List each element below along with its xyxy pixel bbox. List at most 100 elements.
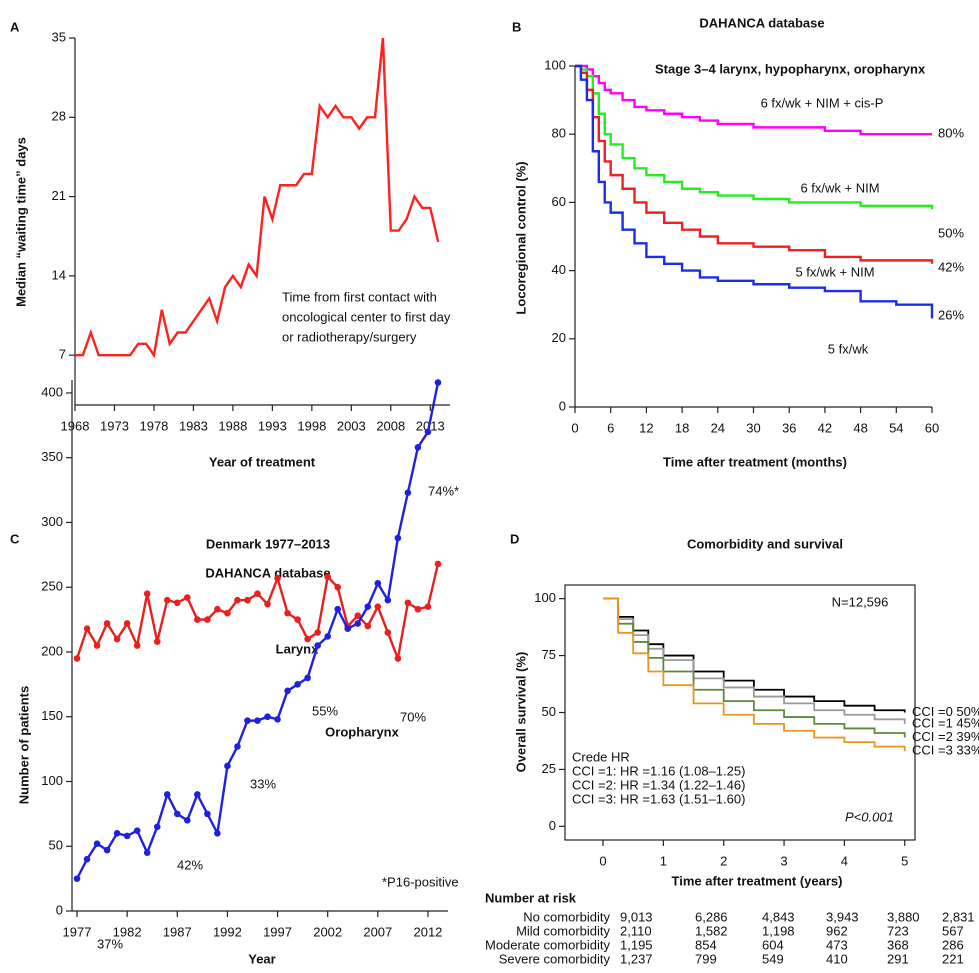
x-tick-label: 0 [571,420,578,435]
x-tick-label: 1998 [297,418,326,433]
x-axis-label: Year of treatment [209,454,316,469]
point [113,635,121,643]
chart-title: Denmark 1977–2013 [206,536,330,551]
series-label: Oropharynx [325,724,399,739]
y-tick-label: 25 [542,761,556,776]
point [133,642,141,649]
point [173,810,181,818]
point [123,832,131,840]
point [354,612,362,620]
point [83,855,91,863]
point [404,599,412,607]
point [194,616,201,623]
x-tick-label: 24 [711,420,725,435]
point [334,583,342,591]
series-line [575,64,932,136]
y-axis-label: Median “waiting time” days [13,137,28,307]
annotation: Time from first contact with [282,289,437,304]
x-tick-label: 1973 [100,418,129,433]
annotation: 74%* [428,483,459,498]
x-tick-label: 1993 [258,418,287,433]
x-tick-label: 12 [639,420,653,435]
risk-cell: 286 [942,937,964,952]
annotation: 42% [177,857,203,872]
y-tick-label: 40 [552,262,566,277]
point [143,849,151,857]
series-label: CCI =0 50% [912,704,979,719]
x-tick-label: 1982 [113,924,142,939]
risk-cell: 1,582 [695,923,728,938]
point [294,616,301,623]
point [434,379,442,386]
risk-cell: 410 [826,951,848,966]
series-line [75,37,440,359]
point [334,605,342,613]
hr-line: CCI =2: HR =1.34 (1.22–1.46) [572,777,745,792]
series-label: Larynx [276,641,319,656]
hr-title: Crede HR [572,749,630,764]
point [93,642,101,649]
y-tick-label: 50 [49,838,63,853]
hr-line: CCI =1: HR =1.16 (1.08–1.25) [572,763,745,778]
risk-cell: 1,237 [620,951,653,966]
chart-title: DAHANCA database [699,15,824,30]
point [133,827,141,835]
risk-cell: 1,198 [762,923,795,938]
y-tick-label: 100 [41,773,63,788]
x-tick-label: 2008 [376,418,405,433]
series-label: CCI =1 45% [912,715,979,730]
point [184,594,191,601]
risk-cell: 567 [942,923,964,938]
point [414,605,422,613]
point [153,638,161,645]
risk-cell: 4,843 [762,909,795,924]
risk-row-label: No comorbidity [523,909,610,924]
point [73,655,81,662]
point [314,629,321,636]
x-tick-label: 2003 [337,418,366,433]
point [324,633,331,640]
point [394,534,402,542]
point [304,635,311,643]
point [204,616,211,623]
x-tick-label: 1988 [218,418,247,433]
risk-cell: 368 [887,937,909,952]
x-tick-label: 3 [780,853,787,868]
x-axis-label: Time after treatment (months) [663,454,847,469]
x-tick-label: 2 [720,853,727,868]
point [83,625,91,632]
x-tick-label: 2002 [313,924,342,939]
hr-line: CCI =3: HR =1.63 (1.51–1.60) [572,791,745,806]
x-tick-label: 42 [818,420,832,435]
y-tick-label: 150 [41,708,63,723]
risk-cell: 2,831 [942,909,975,924]
point [244,596,251,604]
y-tick-label: 350 [41,449,63,464]
x-tick-label: 4 [841,853,848,868]
series-label: 5 fx/wk [828,341,869,356]
y-tick-label: 250 [41,579,63,594]
point [374,603,382,610]
point [394,655,402,662]
point [284,609,291,617]
point [414,444,422,451]
risk-cell: 1,195 [620,937,653,952]
point [294,681,301,688]
point [264,600,271,608]
n-label: N=12,596 [832,594,889,609]
point [364,622,372,630]
point [424,603,432,610]
annotation: oncological center to first day [282,309,451,324]
risk-cell: 723 [887,923,909,938]
point [234,596,241,604]
annotation: 33% [250,776,276,791]
y-tick-label: 300 [41,514,63,529]
y-tick-label: 0 [559,398,566,413]
x-tick-label: 36 [782,420,796,435]
risk-cell: 604 [762,937,784,952]
risk-cell: 2,110 [620,923,652,938]
point [304,674,311,682]
point [354,620,362,627]
x-tick-label: 2012 [413,924,442,939]
x-tick-label: 1978 [139,418,168,433]
